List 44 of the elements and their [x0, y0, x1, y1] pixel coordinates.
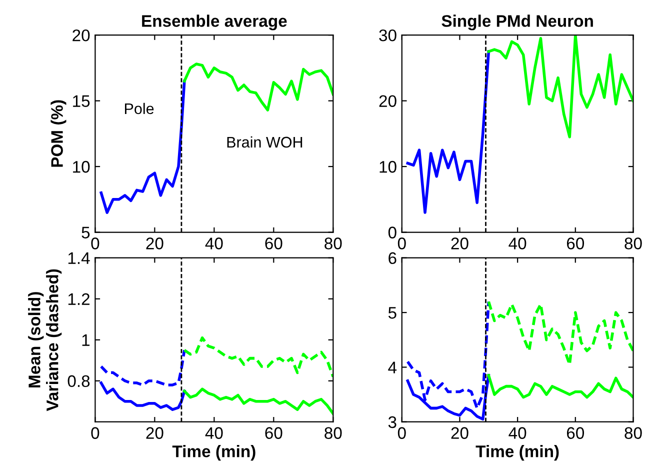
y-tick-label: 10 [73, 160, 90, 173]
x-tick-label: 0 [91, 238, 100, 250]
annotation: Pole [124, 102, 154, 114]
y-tick-label: 10 [380, 160, 396, 173]
y-tick-label: 1.4 [68, 252, 90, 264]
x-tick-label: 40 [205, 427, 223, 439]
y-axis-title: Mean (solid) Variance (dashed) [28, 269, 62, 412]
x-tick-label: 40 [205, 238, 223, 250]
x-tick-label: 0 [398, 427, 406, 439]
chart-title: Ensemble average [142, 14, 287, 30]
y-tick-label: 20 [72, 29, 90, 42]
x-tick-label: 60 [265, 238, 282, 250]
y-tick-label: 15 [73, 95, 90, 108]
annotation: Brain WOH [227, 136, 302, 148]
y-tick-label: 1.2 [68, 293, 90, 305]
y-tick-label: 5 [388, 307, 396, 319]
x-tick-label: 80 [324, 427, 342, 439]
x-tick-label: 0 [91, 427, 100, 439]
x-axis-title: Time (min) [476, 445, 559, 461]
y-tick-label: 6 [388, 252, 396, 264]
y-axis-title: POM (%) [50, 100, 66, 167]
x-tick-label: 60 [265, 427, 282, 439]
y-tick-label: 30 [379, 29, 396, 42]
x-tick-label: 40 [508, 427, 526, 439]
x-tick-label: 80 [624, 427, 642, 439]
x-tick-label: 20 [451, 238, 468, 250]
y-tick-label: 20 [379, 95, 396, 108]
y-tick-label: 0 [388, 226, 396, 238]
y-tick-label: 0.8 [68, 375, 90, 388]
x-tick-label: 60 [566, 238, 584, 250]
y-tick-label: 3 [388, 416, 396, 428]
x-tick-label: 80 [324, 238, 342, 250]
x-tick-label: 60 [566, 427, 584, 439]
x-tick-label: 20 [146, 427, 164, 439]
x-tick-label: 20 [451, 427, 468, 439]
x-axis-title: Time (min) [172, 445, 256, 461]
y-tick-label: 4 [388, 362, 397, 374]
x-tick-label: 80 [624, 238, 642, 250]
x-tick-label: 20 [146, 238, 164, 250]
y-tick-label: 1 [82, 334, 90, 346]
x-tick-label: 40 [508, 238, 526, 250]
chart-title: Single PMd Neuron [442, 14, 593, 30]
y-tick-label: 5 [82, 226, 90, 238]
x-tick-label: 0 [398, 238, 406, 250]
